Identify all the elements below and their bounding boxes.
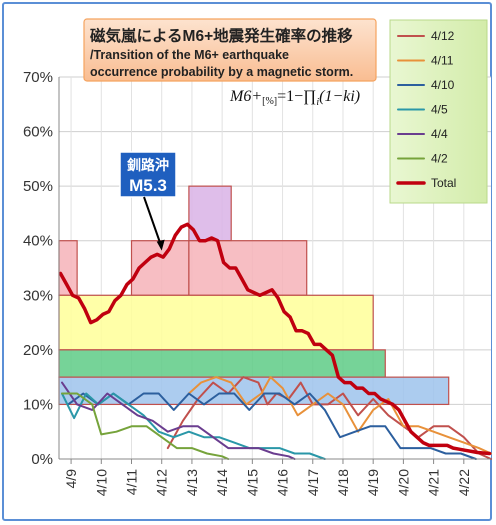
x-tick-label: 4/15 <box>244 469 260 496</box>
x-tick-labels: 4/9 4/10 4/11 4/12 4/13 4/14 4/15 4/16 4/17 4/18 4… <box>63 469 472 496</box>
formula-sub: i <box>316 97 319 108</box>
x-tick-label: 4/21 <box>426 469 442 496</box>
chart-title: 磁気嵐によるM6+地震発生確率の推移 <box>90 26 353 45</box>
series-line-4-10 <box>67 392 477 460</box>
x-tick-label: 4/10 <box>93 469 109 496</box>
x-tick-label: 4/14 <box>214 469 230 496</box>
x-tick-label: 4/9 <box>63 469 79 489</box>
x-tick-label: 4/19 <box>365 469 381 496</box>
chart-subtitle-line1: /Transition of the M6+ earthquake <box>90 48 289 62</box>
y-tick-labels: 0% 10% 20% 30% 40% 50% 60% 70% <box>23 69 53 468</box>
chart-canvas: 0%10%20%30%40%50%60%70% 4/9 4/10 4/11 4/12 4… <box>23 18 492 496</box>
annotation-line1: 釧路沖 <box>127 157 169 173</box>
y-tick-label: 60% <box>23 124 53 141</box>
y-tick-label: 40% <box>23 233 53 250</box>
x-tick-label: 4/13 <box>184 469 200 496</box>
legend-label: 4/4 <box>431 127 448 141</box>
x-tick-label: 4/11 <box>124 469 140 495</box>
formula-tail: (1−ki) <box>319 88 360 105</box>
x-tick-label: 4/18 <box>335 469 351 496</box>
series-lines <box>58 222 492 460</box>
title-box: 磁気嵐によるM6+地震発生確率の推移 /Transition of the M6… <box>83 18 377 82</box>
x-tick-label: 4/16 <box>275 469 291 496</box>
svg-text:M6+[%]=1−∏i(1−ki): M6+[%]=1−∏i(1−ki) <box>229 88 360 108</box>
formula-unit: [%] <box>262 96 277 107</box>
axes <box>58 77 491 464</box>
series-line-4-11 <box>187 376 492 455</box>
x-tick-label: 4/12 <box>154 469 170 496</box>
annotation: 釧路沖 M5.3 <box>119 151 177 251</box>
legend-label: 4/12 <box>431 29 455 43</box>
chart-subtitle-line2: occurrence probability by a magnetic sto… <box>90 65 353 79</box>
y-tick-label: 0% <box>31 451 53 468</box>
y-tick-label: 50% <box>23 178 53 195</box>
chart-frame: 0% 10% 20% 30% 40% 50% 60% 70% 4/9 4/10 4/11 4/12 4… <box>2 2 492 521</box>
y-tick-label: 70% <box>23 69 53 86</box>
legend-label: Total <box>431 176 456 190</box>
series-line-4-4 <box>61 381 296 460</box>
annotation-arrowhead <box>156 239 165 251</box>
annotation-line2: M5.3 <box>129 176 167 195</box>
formula-lhs: M6+ <box>229 88 262 105</box>
probability-band <box>58 294 374 351</box>
annotation-box <box>119 151 177 198</box>
y-tick-label: 20% <box>23 342 53 359</box>
formula-rhs: =1−∏ <box>277 88 316 105</box>
series-line-4-2 <box>61 392 230 460</box>
series-line-total <box>58 222 492 456</box>
y-tick-label: 10% <box>23 396 53 413</box>
y-tick-label: 30% <box>23 287 53 304</box>
x-tick-label: 4/20 <box>395 469 411 496</box>
legend-label: 4/2 <box>431 152 448 166</box>
annotation-arrow <box>143 196 162 245</box>
x-tick-label: 4/22 <box>456 469 472 496</box>
legend-label: 4/10 <box>431 78 455 92</box>
legend-label: 4/5 <box>431 103 448 117</box>
legend-label: 4/11 <box>431 54 454 68</box>
formula: M6+[%]=1−∏i(1−ki) <box>229 88 360 108</box>
legend: 4/12 4/11 4/10 4/5 4/4 4/2 Total <box>389 19 488 204</box>
x-tick-label: 4/17 <box>305 469 321 496</box>
